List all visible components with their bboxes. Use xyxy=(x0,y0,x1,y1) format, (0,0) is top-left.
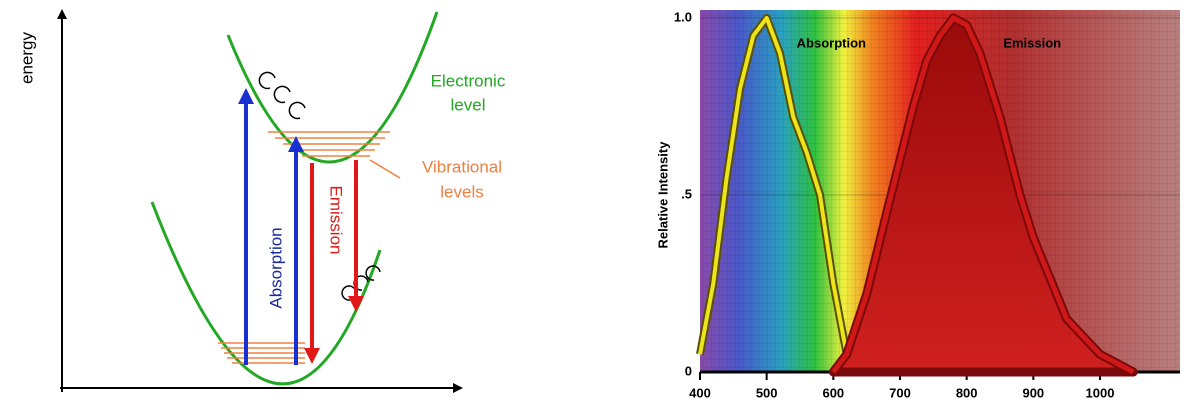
spectrum-chart: Relative Intensity 0 .5 1.0 400 500 600 700 800… xyxy=(655,9,1180,400)
y-tick-label: 1.0 xyxy=(674,9,692,24)
vibrational-label: levels xyxy=(440,182,483,201)
relaxation-loops xyxy=(258,71,381,301)
absorption-label: Absorption xyxy=(266,227,285,308)
x-tick-label: 600 xyxy=(822,385,844,400)
x-tick-label: 800 xyxy=(956,385,978,400)
x-tick-label: 700 xyxy=(889,385,911,400)
axis-label: energy xyxy=(17,32,36,84)
y-axis-label: Relative Intensity xyxy=(655,141,670,249)
emission-label: Emission xyxy=(327,186,346,255)
y-tick-label: .5 xyxy=(681,186,692,201)
x-tick-label: 400 xyxy=(689,385,711,400)
series-label: Absorption xyxy=(797,35,866,50)
electronic-label: level xyxy=(451,95,486,114)
series-line xyxy=(698,16,862,374)
y-tick-label: 0 xyxy=(685,363,692,378)
energy-diagram: energy Absorption Emission Electronic le… xyxy=(17,9,506,393)
x-tick-label: 500 xyxy=(756,385,778,400)
electronic-label: Electronic xyxy=(431,71,506,90)
ground-state-curve xyxy=(150,201,382,386)
vibrational-label: Vibrational xyxy=(422,157,502,176)
excited-state-curve xyxy=(226,11,439,164)
x-tick-label: 900 xyxy=(1022,385,1044,400)
series-line xyxy=(831,15,1135,375)
series-label: Emission xyxy=(1003,35,1061,50)
x-tick-label: 1000 xyxy=(1086,385,1115,400)
